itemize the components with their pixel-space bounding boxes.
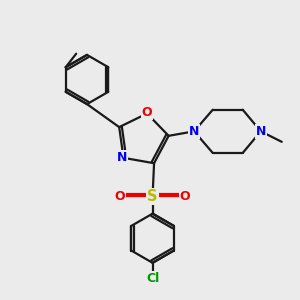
Text: Cl: Cl [146,272,159,285]
Text: O: O [142,106,152,119]
Text: N: N [117,151,127,164]
Text: S: S [147,189,158,204]
Text: N: N [189,125,199,138]
Text: N: N [256,125,266,138]
Text: O: O [115,190,125,203]
Text: O: O [180,190,190,203]
